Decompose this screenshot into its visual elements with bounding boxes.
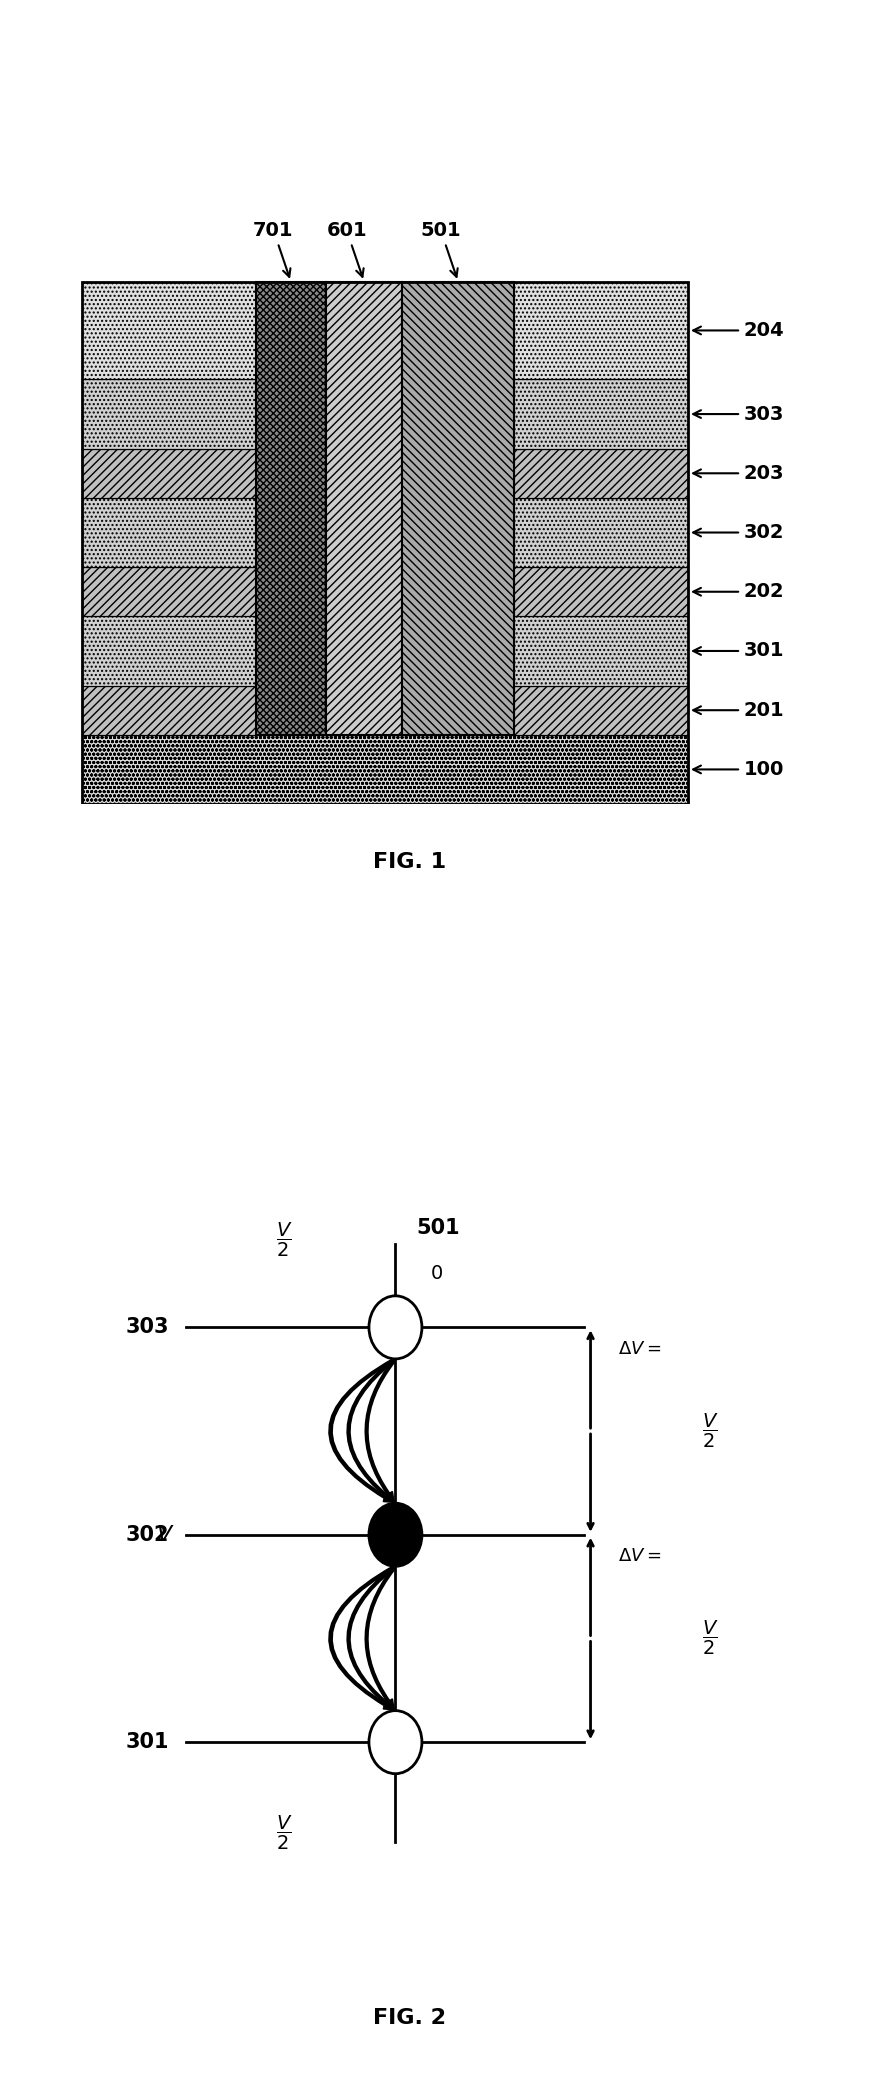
- Bar: [82, 498, 256, 568]
- Bar: [82, 282, 256, 380]
- Text: 202: 202: [693, 583, 785, 601]
- Text: $\Delta V=$: $\Delta V=$: [618, 1547, 662, 1566]
- Bar: [514, 686, 688, 734]
- Text: $\dfrac{V}{2}$: $\dfrac{V}{2}$: [702, 1620, 719, 1657]
- Bar: [514, 568, 688, 616]
- Bar: [82, 282, 688, 805]
- FancyArrowPatch shape: [329, 1566, 394, 1709]
- Text: FIG. 2: FIG. 2: [373, 2008, 446, 2028]
- Text: $\Delta V=$: $\Delta V=$: [618, 1340, 662, 1358]
- Text: 303: 303: [125, 1317, 169, 1338]
- Text: 204: 204: [693, 321, 785, 340]
- Text: 301: 301: [693, 641, 784, 660]
- Bar: [514, 498, 688, 568]
- FancyArrowPatch shape: [348, 1361, 394, 1502]
- Bar: [256, 282, 326, 734]
- Bar: [514, 616, 688, 686]
- FancyArrowPatch shape: [329, 1358, 394, 1502]
- Text: $V$: $V$: [156, 1524, 175, 1545]
- Text: 301: 301: [125, 1732, 169, 1753]
- Bar: [82, 616, 256, 686]
- Bar: [82, 380, 256, 448]
- Bar: [326, 282, 402, 734]
- Bar: [82, 568, 256, 616]
- Text: 501: 501: [416, 1217, 460, 1238]
- Text: $\dfrac{V}{2}$: $\dfrac{V}{2}$: [702, 1412, 719, 1450]
- FancyArrowPatch shape: [348, 1568, 394, 1709]
- Text: 203: 203: [693, 465, 784, 483]
- Circle shape: [369, 1711, 422, 1773]
- Text: 201: 201: [693, 701, 785, 720]
- Text: $\dfrac{V}{2}$: $\dfrac{V}{2}$: [276, 1815, 292, 1852]
- Text: 0: 0: [430, 1263, 442, 1284]
- Bar: [82, 734, 688, 805]
- Bar: [402, 282, 514, 734]
- Text: FIG. 1: FIG. 1: [373, 852, 446, 871]
- FancyArrowPatch shape: [366, 1568, 395, 1709]
- Bar: [514, 448, 688, 498]
- Circle shape: [369, 1504, 422, 1566]
- Circle shape: [369, 1296, 422, 1358]
- Text: 701: 701: [253, 220, 294, 276]
- Bar: [514, 282, 688, 380]
- Text: 601: 601: [327, 220, 367, 276]
- Text: 302: 302: [693, 523, 784, 541]
- Text: 302: 302: [125, 1524, 169, 1545]
- FancyArrowPatch shape: [366, 1361, 395, 1502]
- Text: 501: 501: [421, 220, 461, 276]
- Text: 100: 100: [693, 759, 784, 780]
- Bar: [514, 380, 688, 448]
- Text: 303: 303: [693, 404, 784, 423]
- Bar: [82, 686, 256, 734]
- Text: $\dfrac{V}{2}$: $\dfrac{V}{2}$: [276, 1222, 292, 1259]
- Bar: [82, 448, 256, 498]
